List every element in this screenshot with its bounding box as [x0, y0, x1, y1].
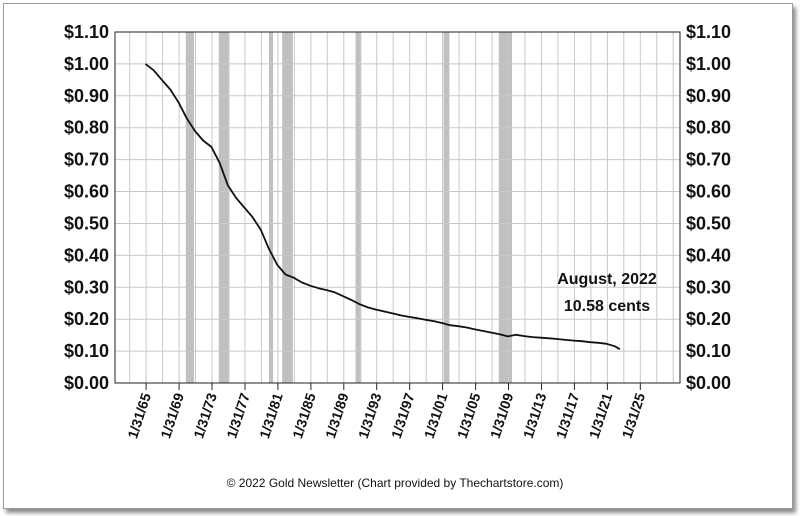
recession-bands [185, 32, 512, 383]
x-tick-3: 1/31/77 [223, 391, 253, 441]
y-tick-left-3: $0.30 [64, 277, 109, 297]
y-tick-left-1: $0.10 [64, 341, 109, 361]
x-tick-5: 1/31/85 [289, 391, 319, 441]
y-tick-right-7: $0.70 [686, 150, 731, 170]
recession-band-5 [443, 32, 450, 383]
axis-ticks [145, 383, 641, 390]
footer-credit: © 2022 Gold Newsletter (Chart provided b… [227, 476, 564, 490]
recession-band-4 [355, 32, 362, 383]
y-tick-left-2: $0.20 [64, 309, 109, 329]
y-tick-right-3: $0.30 [686, 277, 731, 297]
y-tick-right-8: $0.80 [686, 118, 731, 138]
grid-lines [115, 32, 680, 383]
recession-band-2 [269, 32, 274, 383]
y-tick-right-6: $0.60 [686, 182, 731, 202]
y-tick-left-10: $1.00 [64, 54, 109, 74]
y-tick-left-5: $0.50 [64, 214, 109, 234]
x-tick-12: 1/31/13 [520, 391, 550, 441]
x-tick-2: 1/31/73 [190, 391, 220, 441]
x-axis-labels: 1/31/65 1/31/69 1/31/73 1/31/77 1/31/81 1/31/… [124, 391, 648, 441]
x-tick-4: 1/31/81 [256, 391, 286, 441]
recession-band-0 [185, 32, 194, 383]
x-tick-11: 1/31/09 [487, 391, 517, 441]
y-tick-right-0: $0.00 [686, 373, 731, 393]
y-tick-right-2: $0.20 [686, 309, 731, 329]
x-tick-10: 1/31/05 [454, 391, 484, 441]
y-tick-left-7: $0.70 [64, 150, 109, 170]
x-tick-6: 1/31/89 [322, 391, 352, 441]
x-tick-7: 1/31/93 [355, 391, 385, 441]
y-tick-left-11: $1.10 [64, 22, 109, 42]
y-tick-left-4: $0.40 [64, 245, 109, 265]
y-tick-right-9: $0.90 [686, 86, 731, 106]
recession-band-3 [282, 32, 293, 383]
annotation-line-2: 10.58 cents [564, 298, 650, 315]
x-tick-13: 1/31/17 [553, 391, 583, 441]
y-tick-right-11: $1.10 [686, 22, 731, 42]
series-line [144, 63, 621, 350]
x-tick-1: 1/31/69 [157, 391, 187, 441]
annotation-line-1: August, 2022 [557, 271, 657, 288]
y-tick-left-9: $0.90 [64, 86, 109, 106]
x-tick-15: 1/31/25 [618, 391, 648, 441]
y-axis-left-labels: $0.00 $0.10 $0.20 $0.30 $0.40 $0.50 $0.60 $0.70… [64, 22, 109, 393]
x-tick-14: 1/31/21 [586, 391, 616, 441]
chart-frame [3, 3, 793, 509]
y-tick-right-10: $1.00 [686, 54, 731, 74]
recession-band-1 [218, 32, 230, 383]
plot-area [114, 31, 681, 384]
x-tick-9: 1/31/01 [421, 391, 451, 441]
y-tick-right-1: $0.10 [686, 341, 731, 361]
recession-band-6 [498, 32, 512, 383]
y-tick-right-4: $0.40 [686, 245, 731, 265]
y-tick-left-6: $0.60 [64, 182, 109, 202]
y-tick-right-5: $0.50 [686, 214, 731, 234]
x-tick-8: 1/31/97 [388, 391, 418, 441]
y-tick-left-8: $0.80 [64, 118, 109, 138]
y-axis-right-labels: $0.00 $0.10 $0.20 $0.30 $0.40 $0.50 $0.60 $0.70… [686, 22, 731, 393]
x-tick-0: 1/31/65 [124, 391, 154, 441]
y-tick-left-0: $0.00 [64, 373, 109, 393]
